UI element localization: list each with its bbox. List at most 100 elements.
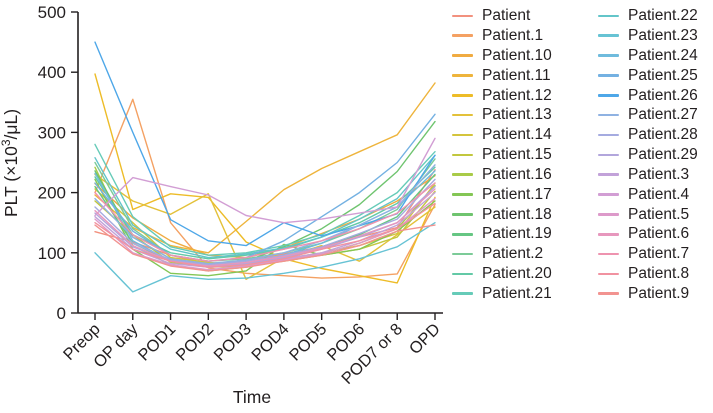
- series-line-Patient.28: [94, 178, 436, 266]
- legend-label: Patient.16: [482, 165, 552, 183]
- x-tick-label: POD4: [248, 320, 293, 365]
- legend-item-Patient.9: Patient.9: [598, 286, 713, 302]
- legend-item-Patient.3: Patient.3: [598, 167, 713, 183]
- legend-line-swatch: [598, 54, 619, 57]
- series-line-Patient.23: [94, 221, 436, 293]
- legend-label: Patient.19: [482, 225, 552, 243]
- legend-item-Patient.10: Patient.10: [452, 48, 598, 64]
- legend-item-Patient.5: Patient.5: [598, 207, 713, 223]
- legend-line-swatch: [452, 54, 473, 57]
- series-line-Patient.13: [94, 173, 436, 280]
- y-tick-label: 500: [38, 3, 66, 22]
- legend-line-swatch: [452, 272, 473, 276]
- legend-item-Patient.23: Patient.23: [598, 28, 713, 44]
- legend-label: Patient.15: [482, 146, 552, 164]
- legend-line-swatch: [598, 14, 619, 18]
- legend-label: Patient.18: [482, 205, 552, 223]
- legend-item-Patient.11: Patient.11: [452, 68, 598, 84]
- legend-label: Patient.10: [482, 46, 552, 64]
- legend-label: Patient.27: [628, 106, 698, 124]
- legend-line-swatch: [598, 94, 619, 97]
- legend-item-Patient.20: Patient.20: [452, 266, 598, 282]
- series-line-Patient.6: [94, 188, 436, 267]
- x-tick-label: POD3: [210, 320, 255, 365]
- legend-label: Patient.26: [628, 86, 698, 104]
- legend-line-swatch: [598, 34, 619, 38]
- legend-line-swatch: [452, 34, 473, 38]
- legend-item-Patient.6: Patient.6: [598, 226, 713, 242]
- legend-label: Patient.6: [628, 225, 690, 243]
- series-line-Patient.22: [94, 154, 436, 259]
- legend-item-Patient.13: Patient.13: [452, 107, 598, 123]
- legend-item-Patient.27: Patient.27: [598, 107, 713, 123]
- legend-line-swatch: [452, 133, 473, 137]
- legend-line-swatch: [598, 113, 619, 117]
- legend-label: Patient.5: [628, 205, 690, 223]
- legend-item-Patient.29: Patient.29: [598, 147, 713, 163]
- legend-item-Patient.22: Patient.22: [598, 8, 713, 24]
- legend-line-swatch: [452, 292, 473, 296]
- legend-line-swatch: [598, 193, 619, 196]
- legend-item-Patient.21: Patient.21: [452, 286, 598, 302]
- legend-item-Patient.28: Patient.28: [598, 127, 713, 143]
- legend-line-swatch: [598, 153, 619, 157]
- x-tick-label: POD2: [173, 320, 218, 365]
- legend-label: Patient: [482, 7, 531, 25]
- legend-item-Patient.4: Patient.4: [598, 187, 713, 203]
- legend-label: Patient.20: [482, 265, 552, 283]
- legend-label: Patient.1: [482, 27, 544, 45]
- legend-item-Patient.17: Patient.17: [452, 187, 598, 203]
- legend-line-swatch: [452, 232, 473, 236]
- series-line-Patient.26: [94, 41, 436, 247]
- legend-line-swatch: [452, 94, 473, 97]
- legend-label: Patient.14: [482, 126, 552, 144]
- legend-item-Patient.14: Patient.14: [452, 127, 598, 143]
- x-tick-label: POD5: [286, 320, 331, 365]
- legend-label: Patient.23: [628, 27, 698, 45]
- legend-item-Patient.1: Patient.1: [452, 28, 598, 44]
- y-tick-label: 100: [38, 244, 66, 263]
- legend-line-swatch: [598, 292, 619, 296]
- legend-line-swatch: [598, 232, 619, 236]
- legend-item-Patient.16: Patient.16: [452, 167, 598, 183]
- legend-line-swatch: [598, 213, 619, 216]
- legend-label: Patient.13: [482, 106, 552, 124]
- legend-line-swatch: [598, 173, 619, 176]
- legend-item-Patient.24: Patient.24: [598, 48, 713, 64]
- legend-label: Patient.17: [482, 185, 552, 203]
- legend-item-Patient.18: Patient.18: [452, 207, 598, 223]
- series-line-Patient.4: [94, 137, 436, 224]
- y-tick-label: 400: [38, 63, 66, 82]
- series-line-Patient.5: [94, 197, 436, 271]
- legend-item-Patient.15: Patient.15: [452, 147, 598, 163]
- series-line-Patient.9: [94, 224, 436, 272]
- legend-line-swatch: [452, 153, 473, 157]
- y-tick-label: 0: [57, 304, 66, 323]
- legend-line-swatch: [598, 133, 619, 137]
- legend-label: Patient.8: [628, 265, 690, 283]
- legend-line-swatch: [452, 193, 473, 196]
- legend-label: Patient.29: [628, 146, 698, 164]
- legend-line-swatch: [598, 272, 619, 276]
- x-axis-title: Time: [233, 387, 271, 407]
- legend-item-Patient.8: Patient.8: [598, 266, 713, 282]
- legend-line-swatch: [452, 113, 473, 117]
- series-line-Patient.27: [94, 164, 436, 265]
- legend-line-swatch: [452, 213, 473, 216]
- legend-item-Patient.26: Patient.26: [598, 88, 713, 104]
- y-tick-label: 200: [38, 184, 66, 203]
- legend: Patient Patient.1 Patient.10 Patient.11 Pati…: [452, 6, 713, 304]
- legend-line-swatch: [452, 74, 473, 77]
- legend-label: Patient.9: [628, 284, 690, 302]
- legend-line-swatch: [598, 74, 619, 77]
- legend-label: Patient.22: [628, 7, 698, 25]
- series-line-Patient.7: [94, 182, 436, 262]
- legend-label: Patient.28: [628, 126, 698, 144]
- legend-item-Patient.19: Patient.19: [452, 226, 598, 242]
- series-line-Patient.8: [94, 202, 436, 268]
- series-line-Patient.25: [94, 113, 436, 262]
- legend-line-swatch: [452, 14, 473, 18]
